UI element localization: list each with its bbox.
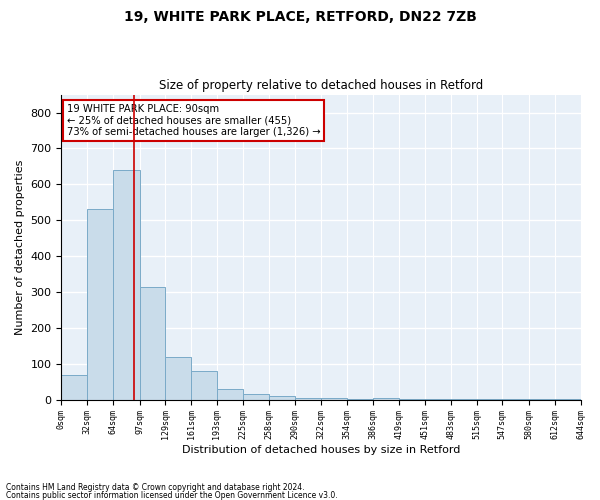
Bar [191, 371, 217, 400]
Text: 19, WHITE PARK PLACE, RETFORD, DN22 7ZB: 19, WHITE PARK PLACE, RETFORD, DN22 7ZB [124, 10, 476, 24]
X-axis label: Distribution of detached houses by size in Retford: Distribution of detached houses by size … [182, 445, 460, 455]
Bar [61, 374, 87, 400]
Bar [243, 394, 269, 400]
Bar [399, 398, 425, 400]
Bar [113, 170, 140, 400]
Bar [269, 396, 295, 400]
Text: 19 WHITE PARK PLACE: 90sqm
← 25% of detached houses are smaller (455)
73% of sem: 19 WHITE PARK PLACE: 90sqm ← 25% of deta… [67, 104, 320, 137]
Title: Size of property relative to detached houses in Retford: Size of property relative to detached ho… [159, 79, 483, 92]
Bar [217, 389, 243, 400]
Text: Contains HM Land Registry data © Crown copyright and database right 2024.: Contains HM Land Registry data © Crown c… [6, 484, 305, 492]
Bar [476, 399, 502, 400]
Bar [295, 398, 321, 400]
Text: Contains public sector information licensed under the Open Government Licence v3: Contains public sector information licen… [6, 490, 338, 500]
Bar [321, 398, 347, 400]
Bar [347, 398, 373, 400]
Bar [140, 286, 166, 400]
Bar [373, 398, 399, 400]
Y-axis label: Number of detached properties: Number of detached properties [15, 160, 25, 335]
Bar [166, 356, 191, 400]
Bar [87, 210, 113, 400]
Bar [451, 399, 476, 400]
Bar [425, 399, 451, 400]
